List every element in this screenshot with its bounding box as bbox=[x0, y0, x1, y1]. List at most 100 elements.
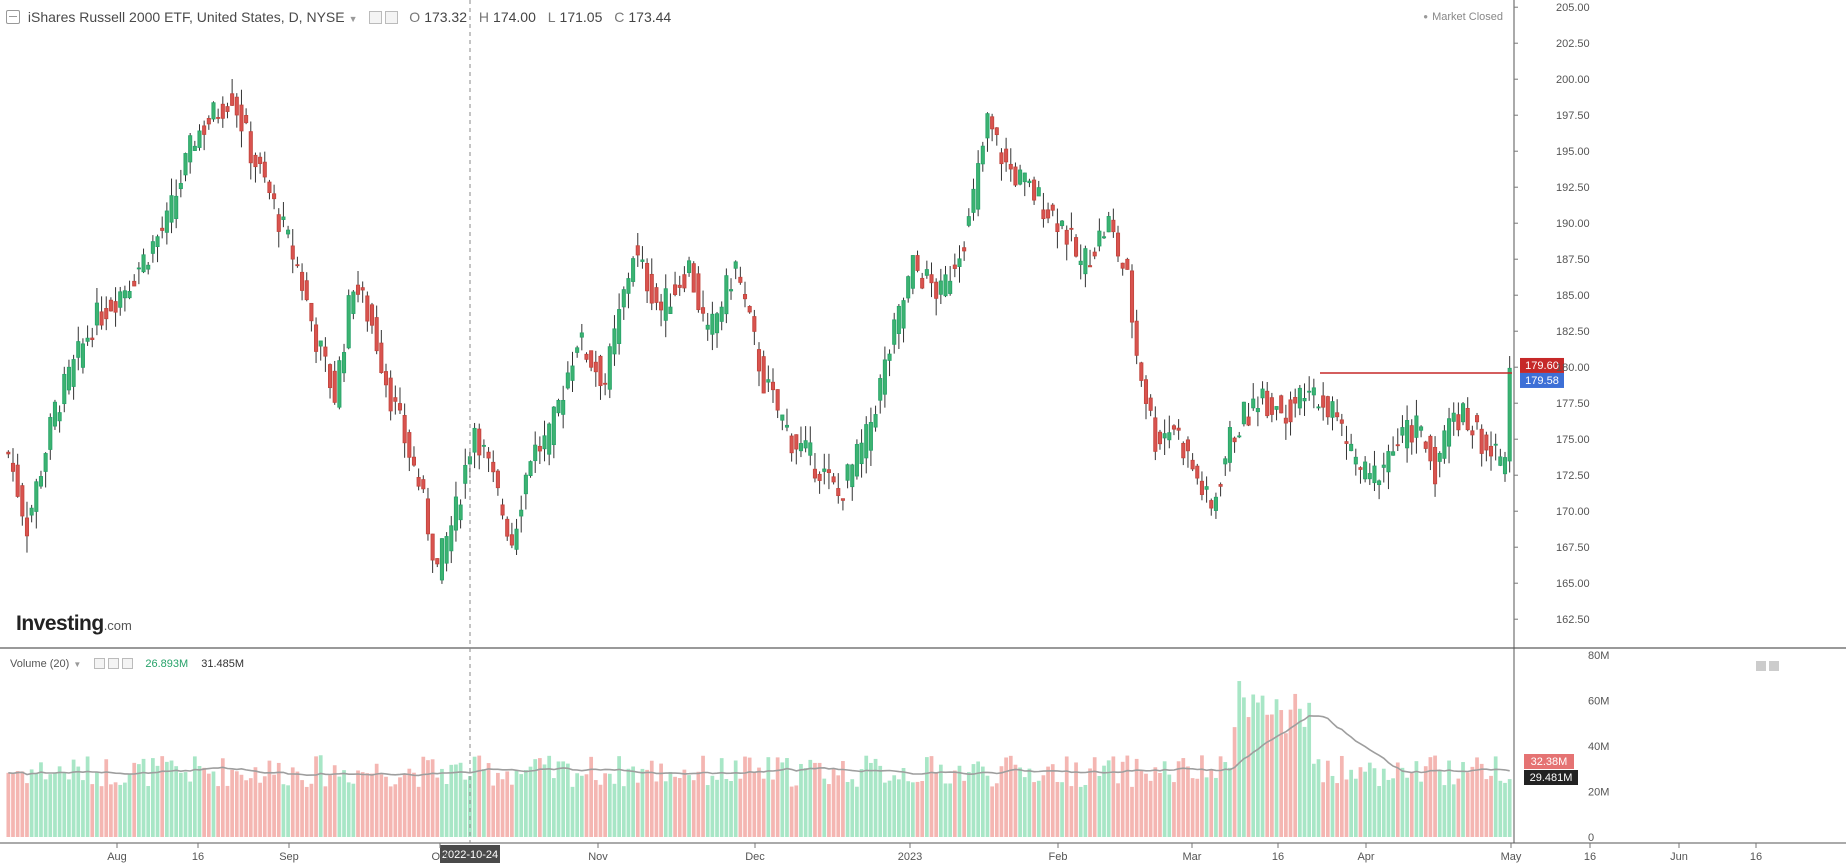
volume-bar bbox=[1456, 778, 1461, 837]
candle-body bbox=[1251, 398, 1256, 409]
candle-body bbox=[43, 453, 48, 472]
candle-body bbox=[1297, 387, 1302, 409]
volume-bar bbox=[579, 775, 584, 837]
volume-bar bbox=[113, 782, 118, 837]
volume-bar bbox=[398, 777, 402, 837]
volume-bar bbox=[827, 784, 831, 837]
chevron-down-icon[interactable]: ▼ bbox=[348, 14, 358, 24]
candle-body bbox=[150, 241, 155, 254]
candle-body bbox=[1423, 441, 1428, 449]
volume-bar bbox=[575, 773, 580, 837]
volume-bar bbox=[1214, 777, 1218, 837]
volume-settings-icons[interactable] bbox=[94, 658, 136, 672]
volume-bar bbox=[617, 756, 621, 837]
volume-bar bbox=[570, 786, 575, 837]
time-tick-label: Oct bbox=[431, 851, 448, 863]
candle-body bbox=[957, 258, 962, 267]
volume-bar bbox=[258, 782, 262, 837]
pane-down-icon[interactable] bbox=[1769, 661, 1779, 671]
candle-body bbox=[565, 372, 570, 389]
price-tick-label: 190.00 bbox=[1556, 218, 1590, 230]
volume-bar bbox=[1046, 766, 1050, 837]
candle-body bbox=[1237, 435, 1242, 438]
volume-bar bbox=[1134, 758, 1139, 837]
candle-body bbox=[1185, 439, 1190, 452]
candle-body bbox=[1032, 179, 1037, 201]
candle-body bbox=[1176, 427, 1181, 431]
candle-body bbox=[1391, 451, 1396, 456]
source-icon[interactable] bbox=[385, 11, 399, 24]
time-tick-label: 2023 bbox=[898, 851, 922, 863]
open-label: O bbox=[409, 9, 421, 25]
volume-bar bbox=[323, 786, 328, 837]
candle-body bbox=[1367, 473, 1372, 480]
pane-up-icon[interactable] bbox=[1756, 661, 1766, 671]
volume-bar bbox=[1377, 786, 1381, 837]
volume-bar bbox=[1167, 774, 1172, 837]
candle-body bbox=[225, 106, 230, 112]
candle-body bbox=[132, 280, 137, 287]
candle-body bbox=[383, 371, 389, 386]
price-tick-label: 175.00 bbox=[1556, 434, 1590, 446]
candle-body bbox=[654, 287, 659, 303]
candle-body bbox=[104, 308, 109, 320]
volume-bar bbox=[1321, 782, 1326, 837]
volume-bar bbox=[547, 755, 552, 837]
candle-body bbox=[1027, 180, 1032, 184]
vol-source-icon[interactable] bbox=[108, 658, 120, 669]
candle-body bbox=[1302, 398, 1307, 402]
volume-bar bbox=[1022, 777, 1027, 837]
candle-body bbox=[6, 451, 11, 455]
candle-body bbox=[1255, 408, 1260, 413]
volume-bar bbox=[1050, 764, 1055, 837]
candle-body bbox=[328, 364, 333, 389]
chevron-down-icon[interactable]: ▼ bbox=[73, 660, 82, 669]
volume-bar bbox=[1288, 709, 1293, 837]
volume-bar bbox=[719, 758, 724, 837]
volume-bar bbox=[1190, 778, 1195, 837]
candle-body bbox=[887, 353, 892, 361]
volume-bar bbox=[62, 772, 67, 837]
candle-body bbox=[1129, 270, 1135, 323]
candle-body bbox=[1395, 444, 1400, 447]
volume-bar bbox=[1232, 727, 1237, 837]
collapse-icon[interactable] bbox=[6, 10, 20, 24]
candle-body bbox=[1157, 431, 1163, 445]
pane-buttons[interactable] bbox=[1756, 658, 1782, 676]
candle-body bbox=[990, 116, 995, 130]
vol-close-icon[interactable] bbox=[122, 658, 134, 669]
volume-bar bbox=[729, 780, 733, 837]
candle-body bbox=[1213, 496, 1218, 511]
settings-icon[interactable] bbox=[369, 11, 383, 24]
candle-body bbox=[1456, 414, 1461, 431]
candle-body bbox=[873, 414, 878, 428]
candle-body bbox=[789, 435, 794, 454]
volume-bar bbox=[845, 782, 850, 837]
settings-icons[interactable] bbox=[369, 11, 401, 27]
volume-bar bbox=[1176, 761, 1181, 837]
candle-body bbox=[267, 181, 272, 194]
volume-bar bbox=[127, 774, 132, 837]
price-marker-upper-bg bbox=[1520, 357, 1564, 373]
vol-settings-icon[interactable] bbox=[94, 658, 106, 669]
volume-bar bbox=[34, 772, 39, 837]
candle-body bbox=[943, 274, 948, 297]
candle-body bbox=[952, 264, 957, 269]
volume-bar bbox=[239, 774, 244, 837]
candle-body bbox=[924, 269, 929, 276]
volume-tick-label: 40M bbox=[1588, 741, 1609, 753]
volume-bar bbox=[67, 779, 71, 837]
candle-body bbox=[719, 306, 724, 322]
volume-bar bbox=[496, 772, 500, 837]
candle-body bbox=[1241, 401, 1246, 425]
volume-bar bbox=[90, 784, 95, 837]
volume-bar bbox=[365, 773, 370, 837]
volume-bar bbox=[412, 772, 416, 837]
candle-body bbox=[537, 445, 542, 452]
volume-bar bbox=[803, 768, 808, 837]
volume-bar bbox=[1004, 757, 1008, 837]
candle-body bbox=[1223, 458, 1228, 465]
candle-body bbox=[514, 528, 519, 550]
